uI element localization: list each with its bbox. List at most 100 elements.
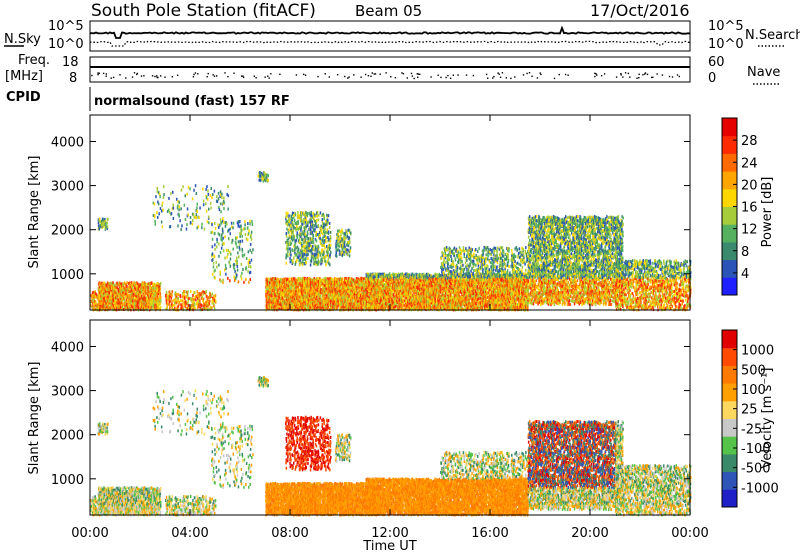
power-cell <box>286 222 288 226</box>
power-cell <box>211 245 214 249</box>
power-cell <box>277 298 279 302</box>
power-cell <box>105 297 108 301</box>
power-cell <box>197 304 199 307</box>
power-cell <box>341 231 344 234</box>
power-cell <box>153 288 156 292</box>
power-cell <box>271 281 274 285</box>
power-cell <box>150 300 152 304</box>
power-cell <box>269 305 271 309</box>
power-cell <box>342 286 344 290</box>
power-cell <box>327 295 330 299</box>
power-cell <box>104 223 106 226</box>
power-cell <box>159 294 161 298</box>
power-cell <box>290 287 292 291</box>
power-cell <box>343 305 345 309</box>
power-cell <box>97 286 100 290</box>
power-cell <box>289 289 291 293</box>
nave-point <box>514 76 516 78</box>
power-cell <box>222 242 224 246</box>
power-cell <box>234 270 236 274</box>
power-cell <box>302 229 304 233</box>
power-cell <box>353 287 356 291</box>
power-cell <box>169 304 171 308</box>
power-cell <box>330 289 332 293</box>
power-cell <box>219 278 221 282</box>
power-cell <box>344 233 346 237</box>
power-cell <box>122 290 124 294</box>
power-cell <box>316 214 318 218</box>
power-cell <box>289 247 291 251</box>
power-cell <box>129 304 131 307</box>
power-cell <box>294 304 297 308</box>
power-cell <box>170 292 172 296</box>
power-cell <box>142 293 144 297</box>
power-cell <box>172 299 174 303</box>
power-cell <box>326 296 328 300</box>
power-cell <box>188 297 190 300</box>
power-cell <box>210 231 212 235</box>
power-cell <box>307 297 309 301</box>
power-cell <box>219 223 221 227</box>
power-cell <box>302 279 305 283</box>
power-cell <box>326 298 329 302</box>
power-cell <box>149 287 152 291</box>
power-cell <box>292 232 294 236</box>
power-cell <box>333 289 335 293</box>
power-cell <box>318 213 320 217</box>
power-cell <box>312 233 315 237</box>
power-cell <box>299 286 302 290</box>
power-cell <box>249 278 251 281</box>
nave-point <box>370 75 372 77</box>
power-cell <box>290 293 292 297</box>
power-cell <box>313 287 316 291</box>
power-cell <box>363 298 366 302</box>
nave-point <box>268 77 270 79</box>
power-cell <box>108 291 111 295</box>
power-cell <box>173 298 176 302</box>
power-cell <box>104 300 106 303</box>
power-cell <box>327 302 330 305</box>
power-cell <box>132 297 134 301</box>
power-cell <box>339 277 342 281</box>
power-cell <box>184 302 186 306</box>
power-cell <box>171 306 173 310</box>
power-cell <box>135 281 138 285</box>
power-cell <box>186 306 188 310</box>
power-cell <box>165 296 167 300</box>
power-cell <box>339 280 342 284</box>
power-cell <box>215 299 217 303</box>
power-cell <box>209 305 212 309</box>
power-cell <box>293 298 296 301</box>
power-cell <box>243 280 245 284</box>
power-cell <box>107 307 110 311</box>
power-cell <box>347 298 349 302</box>
power-cell <box>166 304 168 308</box>
power-cell <box>363 295 365 299</box>
power-cell <box>274 277 277 280</box>
power-cell <box>315 282 317 286</box>
power-cell <box>357 277 359 281</box>
power-cell <box>131 282 134 286</box>
power-cell <box>93 306 95 310</box>
nave-point <box>197 73 199 75</box>
beam-label: Beam 05 <box>355 2 422 20</box>
power-cell <box>239 248 241 252</box>
power-cell <box>174 291 177 295</box>
power-cell <box>265 283 267 287</box>
power-cell <box>325 254 327 258</box>
power-cell <box>201 304 203 308</box>
nsearch-label: N.Search <box>745 28 800 43</box>
power-cell <box>335 288 338 292</box>
power-cell <box>322 284 325 288</box>
power-cell <box>312 223 314 227</box>
power-cell <box>168 307 171 311</box>
power-cell <box>230 252 232 256</box>
power-cell <box>237 280 240 284</box>
nave-point <box>410 72 413 75</box>
power-cell <box>107 295 109 299</box>
nave-point <box>472 74 475 77</box>
nave-point <box>125 77 127 79</box>
power-cell <box>299 305 301 309</box>
power-cell <box>313 307 315 311</box>
power-cell <box>167 298 169 302</box>
